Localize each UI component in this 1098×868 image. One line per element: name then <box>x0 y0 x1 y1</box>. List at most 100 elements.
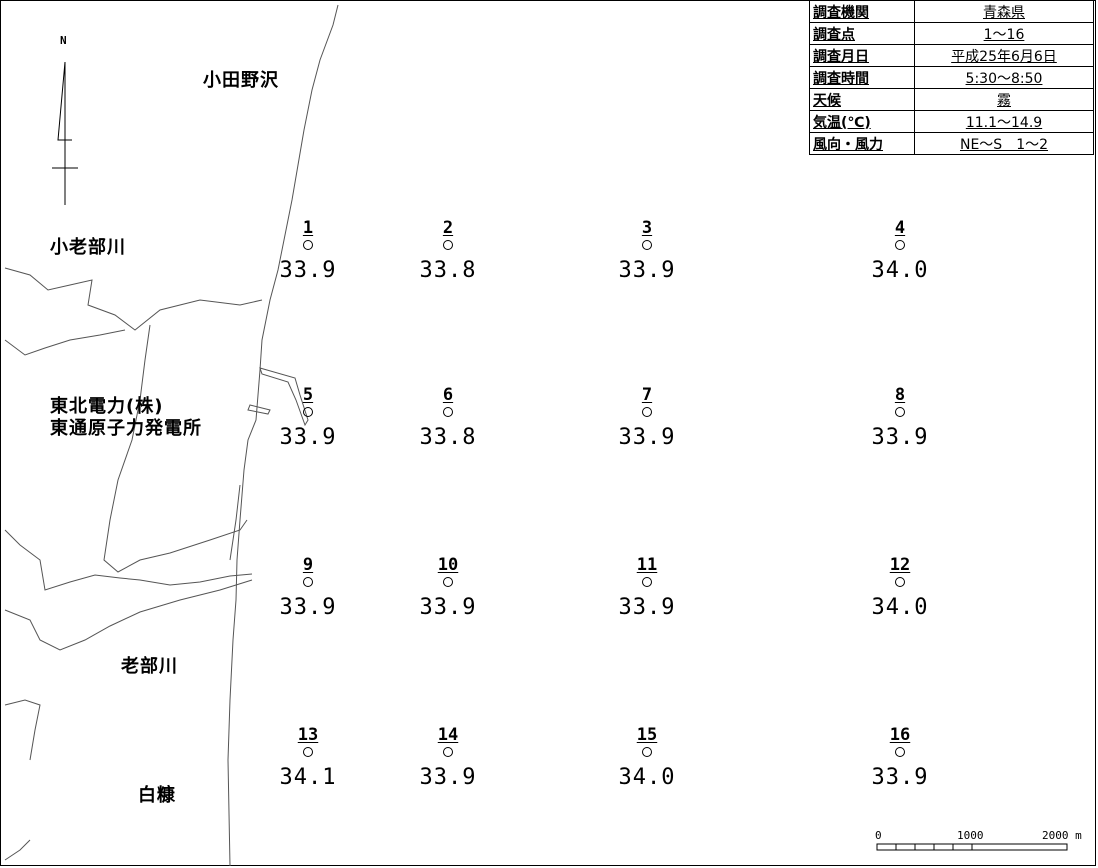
station-5: 5 33.9 <box>253 385 363 450</box>
info-value: 5:30～8:50 <box>914 66 1094 89</box>
station-number: 12 <box>889 555 911 575</box>
station-number: 15 <box>636 725 658 745</box>
station-value: 33.9 <box>871 425 929 450</box>
station-value: 33.9 <box>279 595 337 620</box>
station-13: 13 34.1 <box>253 725 363 790</box>
info-label: 調査機関 <box>809 0 915 23</box>
station-value: 34.0 <box>618 765 676 790</box>
info-value: 11.1～14.9 <box>914 110 1094 133</box>
station-number: 1 <box>302 218 314 238</box>
info-row: 調査機関 青森県 <box>809 0 1094 23</box>
station-circle-icon <box>303 577 313 587</box>
info-label: 風向・風力 <box>809 132 915 155</box>
info-row: 風向・風力 NE～S 1～2 <box>809 132 1094 155</box>
station-4: 4 34.0 <box>845 218 955 283</box>
place-power-plant: 東北電力(株) 東通原子力発電所 <box>50 396 202 439</box>
station-number: 2 <box>442 218 454 238</box>
place-oibegawa: 老部川 <box>121 656 178 677</box>
station-value: 33.9 <box>871 765 929 790</box>
station-number: 11 <box>636 555 658 575</box>
scale-bar <box>876 843 1068 851</box>
station-circle-icon <box>642 407 652 417</box>
station-7: 7 33.9 <box>592 385 702 450</box>
station-6: 6 33.8 <box>393 385 503 450</box>
station-circle-icon <box>443 240 453 250</box>
info-label: 調査時間 <box>809 66 915 89</box>
station-value: 34.0 <box>871 258 929 283</box>
info-value: 平成25年6月6日 <box>914 44 1094 67</box>
info-row: 調査時間 5:30～8:50 <box>809 66 1094 89</box>
station-number: 7 <box>641 385 653 405</box>
station-circle-icon <box>443 577 453 587</box>
north-label: N <box>60 34 67 47</box>
station-circle-icon <box>895 747 905 757</box>
station-number: 9 <box>302 555 314 575</box>
info-row: 天候霧 <box>809 88 1094 111</box>
station-number: 5 <box>302 385 314 405</box>
place-shiranuka: 白糠 <box>138 785 176 806</box>
station-number: 8 <box>894 385 906 405</box>
info-value: 霧 <box>914 88 1094 111</box>
station-circle-icon <box>443 747 453 757</box>
station-circle-icon <box>642 747 652 757</box>
station-circle-icon <box>443 407 453 417</box>
station-10: 10 33.9 <box>393 555 503 620</box>
station-circle-icon <box>303 240 313 250</box>
station-value: 33.9 <box>279 258 337 283</box>
station-number: 14 <box>437 725 459 745</box>
info-value: 青森県 <box>914 0 1094 23</box>
station-value: 34.0 <box>871 595 929 620</box>
scale-label-1000: 1000 <box>957 829 984 842</box>
info-label: 天候 <box>809 88 915 111</box>
station-number: 6 <box>442 385 454 405</box>
station-value: 33.8 <box>419 425 477 450</box>
scale-label-0: 0 <box>875 829 882 842</box>
station-circle-icon <box>895 577 905 587</box>
station-15: 15 34.0 <box>592 725 702 790</box>
info-row: 気温(℃) 11.1～14.9 <box>809 110 1094 133</box>
station-value: 33.9 <box>419 595 477 620</box>
station-circle-icon <box>303 747 313 757</box>
station-value: 33.8 <box>419 258 477 283</box>
station-number: 10 <box>437 555 459 575</box>
station-9: 9 33.9 <box>253 555 363 620</box>
info-value: NE～S 1～2 <box>914 132 1094 155</box>
station-circle-icon <box>642 240 652 250</box>
station-2: 2 33.8 <box>393 218 503 283</box>
station-circle-icon <box>303 407 313 417</box>
station-number: 3 <box>641 218 653 238</box>
info-row: 調査点 1～16 <box>809 22 1094 45</box>
station-value: 33.9 <box>618 425 676 450</box>
station-14: 14 33.9 <box>393 725 503 790</box>
station-value: 33.9 <box>279 425 337 450</box>
station-circle-icon <box>895 240 905 250</box>
station-number: 13 <box>297 725 319 745</box>
station-value: 33.9 <box>618 258 676 283</box>
station-value: 33.9 <box>618 595 676 620</box>
info-label: 調査月日 <box>809 44 915 67</box>
station-1: 1 33.9 <box>253 218 363 283</box>
station-value: 33.9 <box>419 765 477 790</box>
station-circle-icon <box>642 577 652 587</box>
station-number: 16 <box>889 725 911 745</box>
info-row: 調査月日 平成25年6月6日 <box>809 44 1094 67</box>
survey-info-table: 調査機関 青森県 調査点 1～16 調査月日 平成25年6月6日 調査時間 5:30～8:50… <box>809 0 1094 155</box>
station-circle-icon <box>895 407 905 417</box>
place-odanosawa: 小田野沢 <box>203 70 279 91</box>
info-label: 調査点 <box>809 22 915 45</box>
info-label: 気温(℃) <box>809 110 915 133</box>
coastline <box>227 4 339 867</box>
place-kooibegawa: 小老部川 <box>50 237 126 258</box>
harbour <box>259 367 309 427</box>
station-12: 12 34.0 <box>845 555 955 620</box>
scale-label-2000: 2000 m <box>1042 829 1082 842</box>
station-3: 3 33.9 <box>592 218 702 283</box>
station-number: 4 <box>894 218 906 238</box>
station-value: 34.1 <box>279 765 337 790</box>
station-11: 11 33.9 <box>592 555 702 620</box>
station-8: 8 33.9 <box>845 385 955 450</box>
north-arrow-icon <box>52 61 78 205</box>
station-16: 16 33.9 <box>845 725 955 790</box>
